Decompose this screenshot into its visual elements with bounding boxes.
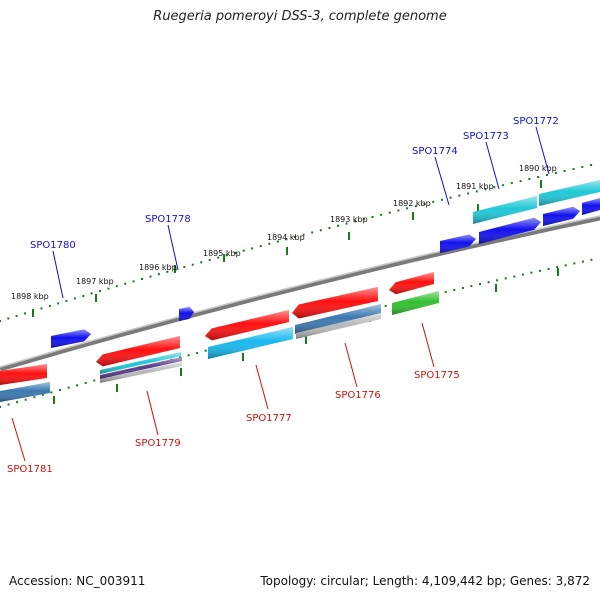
gene-arrow-spo1772-cyan (539, 180, 600, 206)
gene-leader-line (255, 364, 269, 410)
gene-arrow-spo1773-blue (479, 217, 541, 244)
gene-arrow-spo1777-sky (208, 327, 293, 359)
kbp-major-tick (286, 247, 288, 255)
gene-arrow-spo1776-red (292, 287, 378, 319)
gene-arrow-edge-blue (582, 198, 600, 215)
gene-label-top[interactable]: SPO1772 (513, 116, 559, 127)
gene-leader-line (146, 390, 159, 436)
gene-label-top[interactable]: SPO1780 (30, 240, 76, 251)
gene-arrow-spo1779-purple (100, 357, 182, 379)
kbp-tick-label: 1896 kbp (139, 263, 177, 272)
kbp-major-tick (95, 294, 97, 302)
kbp-tick-label: 1890 kbp (519, 164, 557, 173)
gene-arrow-spo1779-gray (100, 362, 182, 383)
kbp-tick-label: 1897 kbp (76, 277, 114, 286)
gene-label-bottom[interactable]: SPO1781 (7, 464, 53, 475)
genome-backbone (0, 215, 600, 372)
map-title: Ruegeria pomeroyi DSS-3, complete genome (153, 9, 447, 24)
gene-arrow-spo1775-green (392, 291, 439, 315)
kbp-tick-label: 1893 kbp (330, 215, 368, 224)
kbp-major-tick (412, 212, 414, 220)
genome-summary-text: Topology: circular; Length: 4,109,442 bp… (260, 574, 590, 588)
gene-arrow-spo1775-red (389, 272, 434, 295)
gene-arrow-spo1780 (51, 329, 91, 348)
gene-leader-line (421, 322, 435, 368)
inner-major-tick (180, 368, 182, 376)
gene-leader-line (167, 224, 179, 271)
inner-major-tick (242, 353, 244, 361)
gene-leader-line (434, 156, 450, 206)
gene-arrow-spo1779-red (96, 336, 180, 367)
gene-leader-line (11, 417, 26, 462)
gene-label-bottom[interactable]: SPO1776 (335, 390, 381, 401)
gene-label-top[interactable]: SPO1774 (412, 146, 458, 157)
kbp-tick-label: 1898 kbp (11, 292, 49, 301)
gene-arrow-spo1774 (440, 234, 476, 253)
gene-label-top[interactable]: SPO1778 (145, 214, 191, 225)
gene-leader-line (344, 342, 358, 388)
gene-arrow-spo1772-blue (543, 206, 580, 226)
outer-tick-ring (0, 164, 593, 322)
label-layer: 1898 kbp 1897 kbp 1896 kbp 1895 kbp 1894 kbp… (7, 116, 559, 475)
kbp-major-tick (223, 254, 225, 262)
gene-arrow-spo1781-steel (0, 382, 50, 402)
gene-label-bottom[interactable]: SPO1779 (135, 438, 181, 449)
kbp-major-tick (348, 232, 350, 240)
gene-label-bottom[interactable]: SPO1777 (246, 413, 292, 424)
gene-arrow-spo1776-steel (295, 304, 381, 334)
kbp-major-tick (540, 180, 542, 188)
inner-major-tick (305, 336, 307, 344)
gene-layer (0, 180, 600, 402)
gene-arrow-spo1778 (179, 306, 194, 321)
inner-major-tick (495, 284, 497, 292)
kbp-major-tick (174, 265, 176, 273)
kbp-tick-label: 1891 kbp (456, 182, 494, 191)
gene-label-top[interactable]: SPO1773 (463, 131, 509, 142)
gene-leader-line (52, 250, 64, 299)
gene-arrow-spo1777-red (205, 310, 289, 341)
gene-arrow-spo1781-red (0, 364, 47, 385)
inner-major-tick (557, 268, 559, 276)
gene-arrow-spo1779-cyan (100, 352, 181, 374)
inner-major-tick (116, 384, 118, 392)
gene-label-bottom[interactable]: SPO1775 (414, 370, 460, 381)
gene-arrow-spo1773-cyan (473, 196, 537, 224)
kbp-major-tick (477, 204, 479, 212)
inner-major-tick (53, 396, 55, 404)
kbp-tick-label: 1895 kbp (203, 249, 241, 258)
kbp-tick-label: 1894 kbp (267, 233, 305, 242)
kbp-tick-label: 1892 kbp (393, 199, 431, 208)
gene-arrow-spo1776-gray (296, 313, 381, 339)
gene-leader-line (535, 126, 550, 175)
accession-text: Accession: NC_003911 (9, 574, 146, 588)
kbp-major-tick (32, 309, 34, 317)
gene-leader-line (485, 141, 500, 190)
